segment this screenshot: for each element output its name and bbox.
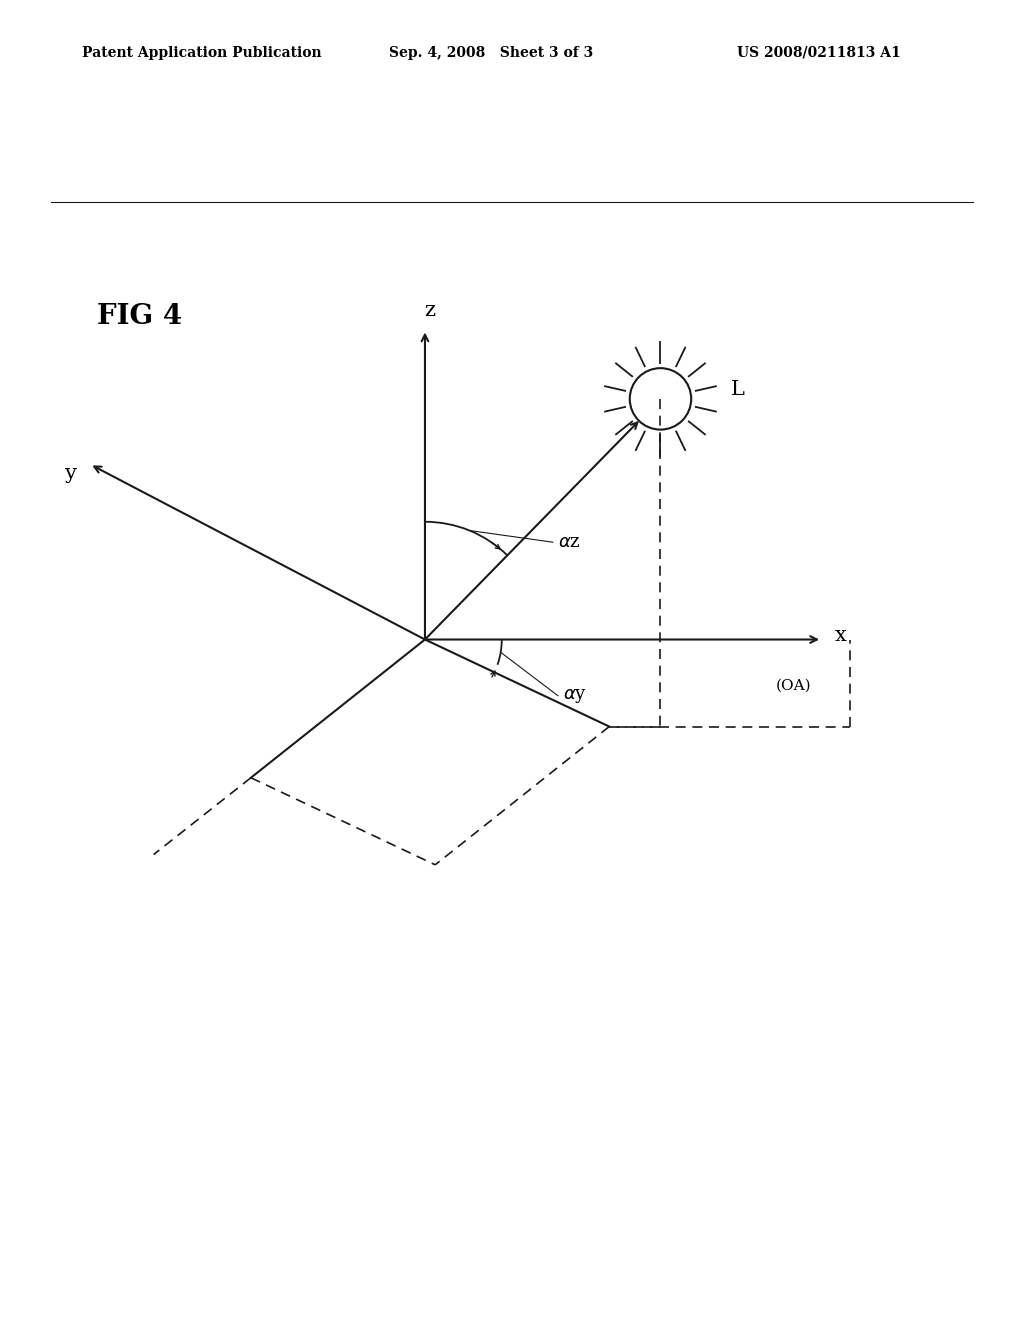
Text: $\alpha$y: $\alpha$y [563, 686, 587, 705]
Text: FIG 4: FIG 4 [97, 304, 182, 330]
Text: L: L [731, 380, 745, 399]
Text: z: z [425, 301, 435, 319]
Text: Patent Application Publication: Patent Application Publication [82, 46, 322, 59]
Text: Sep. 4, 2008   Sheet 3 of 3: Sep. 4, 2008 Sheet 3 of 3 [389, 46, 593, 59]
Text: US 2008/0211813 A1: US 2008/0211813 A1 [737, 46, 901, 59]
Text: x: x [835, 626, 846, 645]
Text: (OA): (OA) [776, 678, 811, 693]
Text: y: y [65, 465, 77, 483]
Text: $\alpha$z: $\alpha$z [558, 533, 581, 552]
